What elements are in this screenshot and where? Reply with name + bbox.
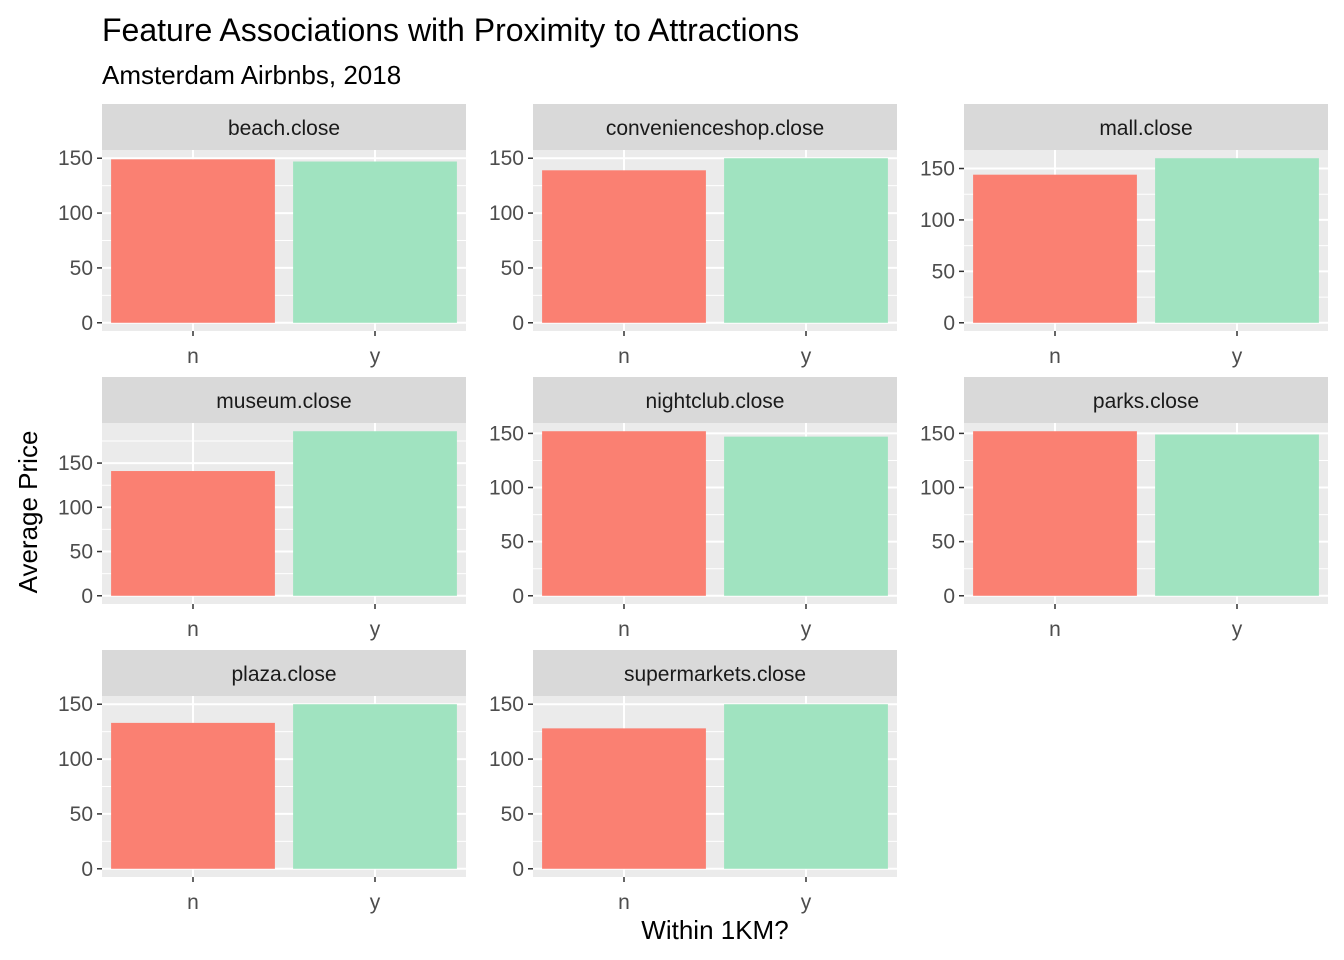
y-tick-label: 0 — [81, 585, 93, 608]
x-tick-label: n — [618, 891, 630, 914]
y-tick-label: 0 — [81, 312, 93, 335]
y-tick-label: 100 — [58, 748, 93, 771]
strip-label-plaza-close: plaza.close — [231, 663, 336, 686]
strip-label-mall-close: mall.close — [1099, 117, 1192, 140]
y-tick-label: 0 — [943, 585, 955, 608]
strip-beach-close — [102, 104, 466, 150]
strip-plaza-close — [102, 650, 466, 696]
y-tick-label: 0 — [512, 858, 524, 881]
y-tick-label: 150 — [489, 422, 524, 445]
y-tick-label: 0 — [512, 312, 524, 335]
chart-subtitle: Amsterdam Airbnbs, 2018 — [102, 60, 401, 90]
y-tick-label: 50 — [70, 257, 93, 280]
x-tick-label: y — [801, 618, 812, 641]
y-tick-label: 100 — [920, 477, 955, 500]
strip-nightclub-close — [533, 377, 897, 423]
y-axis-title: Average Price — [13, 431, 43, 594]
facet-plaza-close: plaza.close 0 50 100 150 n y — [58, 650, 466, 914]
bar-convenienceshop-close-y — [724, 158, 888, 323]
facet-nightclub-close: nightclub.close 0 50 100 150 n y — [489, 377, 897, 641]
strip-label-parks-close: parks.close — [1093, 390, 1199, 413]
strip-parks-close — [964, 377, 1328, 423]
y-tick-label: 100 — [58, 496, 93, 519]
x-axis-title: Within 1KM? — [641, 915, 788, 945]
x-tick-label: n — [187, 345, 199, 368]
chart-title: Feature Associations with Proximity to A… — [102, 12, 799, 48]
strip-mall-close — [964, 104, 1328, 150]
x-tick-label: y — [1232, 345, 1243, 368]
y-tick-label: 50 — [70, 803, 93, 826]
y-tick-label: 100 — [489, 748, 524, 771]
y-tick-label: 150 — [920, 158, 955, 181]
y-tick-label: 50 — [501, 531, 524, 554]
y-tick-label: 50 — [932, 260, 955, 283]
x-tick-label: y — [801, 345, 812, 368]
y-tick-label: 100 — [489, 202, 524, 225]
x-tick-label: y — [370, 618, 381, 641]
bar-supermarkets-close-n — [542, 728, 706, 869]
bar-parks-close-y — [1155, 434, 1319, 596]
y-tick-label: 100 — [58, 202, 93, 225]
y-tick-label: 150 — [920, 422, 955, 445]
strip-label-nightclub-close: nightclub.close — [646, 390, 785, 413]
bar-museum-close-y — [293, 431, 457, 596]
bar-plaza-close-n — [111, 722, 275, 869]
x-tick-label: y — [1232, 618, 1243, 641]
strip-label-beach-close: beach.close — [228, 117, 340, 140]
bar-nightclub-close-y — [724, 436, 888, 596]
facet-museum-close: museum.close 0 50 100 150 n y — [58, 377, 466, 641]
x-tick-label: y — [370, 891, 381, 914]
bar-beach-close-n — [111, 159, 275, 323]
bar-parks-close-n — [973, 431, 1137, 596]
x-tick-label: n — [618, 345, 630, 368]
y-tick-label: 50 — [501, 803, 524, 826]
bar-beach-close-y — [293, 161, 457, 323]
strip-label-museum-close: museum.close — [216, 390, 351, 413]
x-tick-label: n — [1049, 345, 1061, 368]
facet-supermarkets-close: supermarkets.close 0 50 100 150 n y — [489, 650, 897, 914]
strip-supermarkets-close — [533, 650, 897, 696]
x-tick-label: y — [370, 345, 381, 368]
bar-mall-close-y — [1155, 158, 1319, 323]
strip-label-supermarkets-close: supermarkets.close — [624, 663, 806, 686]
bar-museum-close-n — [111, 471, 275, 596]
y-tick-label: 100 — [489, 477, 524, 500]
bar-convenienceshop-close-n — [542, 170, 706, 323]
y-tick-label: 50 — [70, 541, 93, 564]
bar-supermarkets-close-y — [724, 704, 888, 869]
y-tick-label: 50 — [501, 257, 524, 280]
strip-label-convenienceshop-close: convenienceshop.close — [606, 117, 824, 140]
y-tick-label: 0 — [512, 585, 524, 608]
facet-convenienceshop-close: convenienceshop.close 0 50 100 150 n y — [489, 104, 897, 368]
strip-convenienceshop-close — [533, 104, 897, 150]
facet-beach-close: beach.close 0 50 100 150 n y — [58, 104, 466, 368]
y-tick-label: 0 — [81, 858, 93, 881]
x-tick-label: n — [1049, 618, 1061, 641]
facet-mall-close: mall.close 0 50 100 150 n y — [920, 104, 1328, 368]
y-tick-label: 150 — [58, 452, 93, 475]
y-tick-label: 150 — [489, 147, 524, 170]
bar-mall-close-n — [973, 174, 1137, 323]
bar-plaza-close-y — [293, 704, 457, 869]
y-tick-label: 50 — [932, 531, 955, 554]
x-tick-label: y — [801, 891, 812, 914]
x-tick-label: n — [187, 891, 199, 914]
facet-parks-close: parks.close 0 50 100 150 n y — [920, 377, 1328, 641]
strip-museum-close — [102, 377, 466, 423]
y-tick-label: 150 — [489, 693, 524, 716]
x-tick-label: n — [187, 618, 199, 641]
y-tick-label: 100 — [920, 209, 955, 232]
y-tick-label: 150 — [58, 147, 93, 170]
y-tick-label: 0 — [943, 312, 955, 335]
bar-nightclub-close-n — [542, 431, 706, 596]
x-tick-label: n — [618, 618, 630, 641]
y-tick-label: 150 — [58, 693, 93, 716]
